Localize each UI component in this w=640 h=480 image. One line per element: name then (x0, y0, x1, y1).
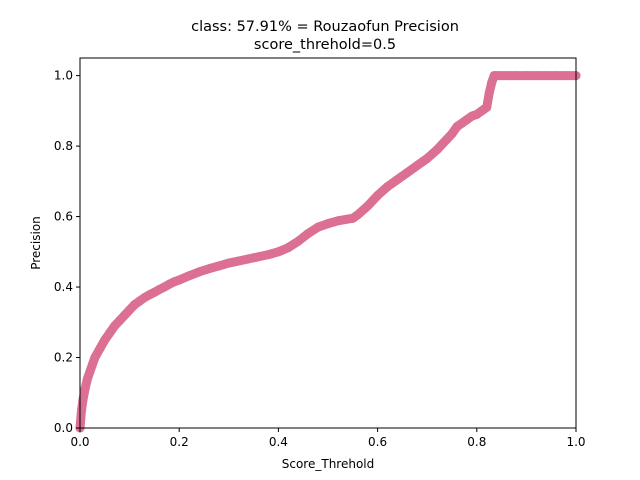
data-point (333, 216, 343, 226)
data-point (482, 102, 492, 112)
x-tick-label: 1.0 (566, 435, 585, 449)
data-point (184, 271, 194, 281)
data-point (484, 88, 494, 98)
data-point (273, 247, 283, 257)
data-point (323, 219, 333, 229)
data-point (80, 384, 90, 394)
data-point (422, 153, 432, 163)
data-point (78, 395, 88, 405)
x-tick-label: 0.2 (170, 435, 189, 449)
y-tick-label: 0.6 (54, 210, 73, 224)
x-tick-label: 0.0 (70, 435, 89, 449)
data-point (100, 335, 110, 345)
data-series (75, 71, 581, 433)
data-point (492, 71, 502, 81)
y-tick-label: 0.4 (54, 280, 73, 294)
data-point (283, 243, 293, 253)
data-point (353, 210, 363, 220)
data-point (293, 236, 303, 246)
x-tick-label: 0.6 (368, 435, 387, 449)
data-point (487, 78, 497, 88)
chart-subtitle: score_threhold=0.5 (254, 37, 396, 53)
data-point (313, 222, 323, 232)
data-point (85, 367, 95, 377)
data-point (373, 190, 383, 200)
y-axis-label: Precision (29, 216, 43, 270)
data-point (521, 71, 531, 81)
data-point (551, 71, 561, 81)
data-point (174, 275, 184, 285)
x-axis-label: Score_Threhold (282, 457, 375, 471)
y-tick-label: 1.0 (54, 69, 73, 83)
data-point (214, 261, 224, 271)
data-point (263, 250, 273, 260)
data-point (452, 122, 462, 132)
data-point (363, 201, 373, 211)
data-point (541, 71, 551, 81)
chart-title: class: 57.91% = Rouzaofun Precision (191, 19, 459, 35)
data-point (90, 353, 100, 363)
y-tick-label: 0.0 (54, 421, 73, 435)
data-point (447, 129, 457, 139)
data-point (95, 344, 105, 354)
data-point (194, 267, 204, 277)
x-axis-ticks: 0.0 0.2 0.4 0.6 0.8 1.0 (70, 428, 586, 449)
y-tick-label: 0.8 (54, 139, 73, 153)
y-axis-ticks: 0.0 0.2 0.4 0.6 0.8 1.0 (54, 69, 80, 435)
data-point (392, 175, 402, 185)
data-point (502, 71, 512, 81)
data-point (105, 328, 115, 338)
data-point (561, 71, 571, 81)
data-point (254, 252, 264, 262)
data-point (76, 405, 86, 415)
plot-frame (79, 57, 577, 429)
data-point (204, 264, 214, 274)
data-point (87, 360, 97, 370)
y-tick-label: 0.2 (54, 351, 73, 365)
data-point (82, 374, 92, 384)
data-point (224, 258, 234, 268)
x-tick-label: 0.8 (467, 435, 486, 449)
data-point (511, 71, 521, 81)
data-point (412, 160, 422, 170)
data-point (244, 254, 254, 264)
data-point (402, 168, 412, 178)
data-point (303, 228, 313, 238)
data-point (383, 182, 393, 192)
x-tick-label: 0.4 (269, 435, 288, 449)
data-point (234, 256, 244, 266)
data-point (531, 71, 541, 81)
